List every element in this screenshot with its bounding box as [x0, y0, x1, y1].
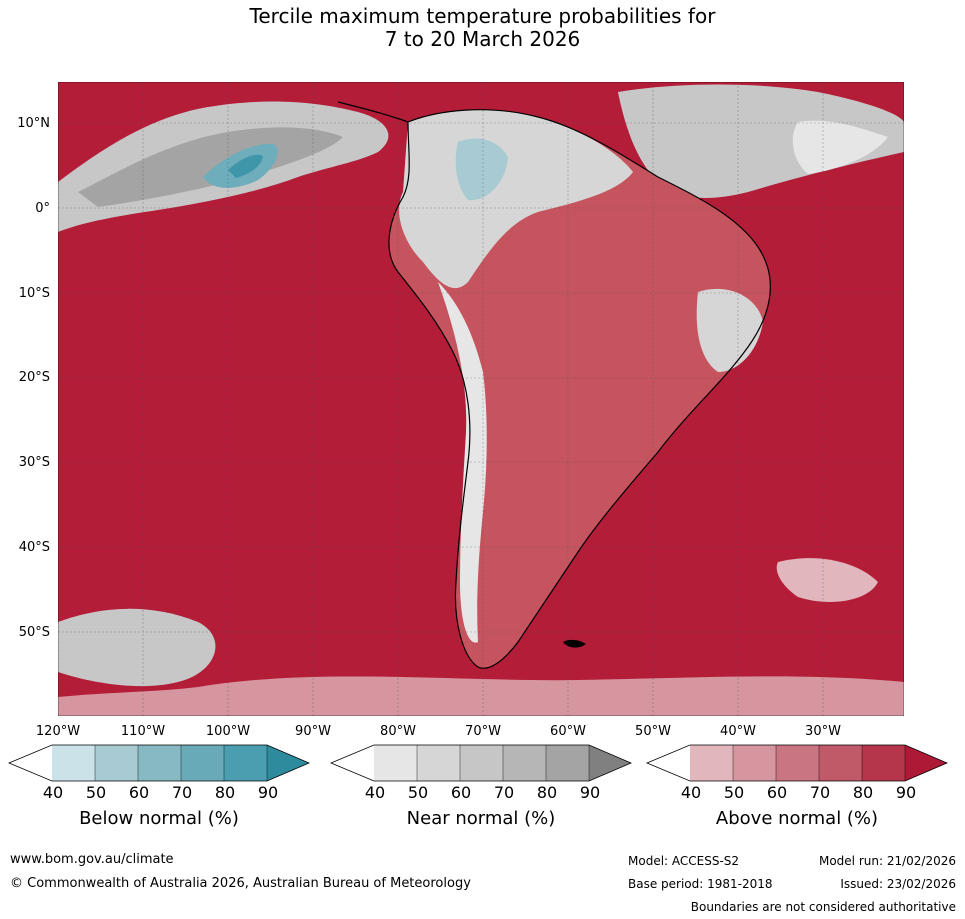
above-tick: 90: [895, 783, 917, 802]
below-tick: 60: [128, 783, 150, 802]
above-tick: 60: [766, 783, 788, 802]
colorbar-segment: [690, 745, 733, 781]
colorbar-outline: [8, 744, 310, 782]
graticule: [58, 82, 904, 716]
lat-label-10s: 10°S: [18, 286, 50, 301]
colorbar-segment: [862, 745, 905, 781]
colorbar-segment: [776, 745, 819, 781]
pacific-near-normal-core: [78, 127, 343, 207]
below-normal-label: Below normal (%): [79, 808, 239, 829]
above-tick: 40: [680, 783, 702, 802]
atlantic-near-normal-region: [618, 84, 904, 198]
colorbar-upper-extend: [589, 745, 631, 781]
colorbar-segment: [181, 745, 224, 781]
andes-near-normal-strip: [438, 282, 487, 643]
colorbar-segment: [503, 745, 546, 781]
near-tick: 80: [536, 783, 558, 802]
near-normal-colorbar: [330, 744, 632, 782]
colorbar-lower-extend: [9, 745, 52, 781]
model-text: Model: ACCESS-S2: [628, 854, 740, 868]
lat-label-40s: 40°S: [18, 540, 50, 555]
lon-label-70w: 70°W: [465, 724, 501, 739]
above-tick: 50: [723, 783, 745, 802]
below-tick: 80: [214, 783, 236, 802]
below-tick: 70: [171, 783, 193, 802]
above-tick: 80: [852, 783, 874, 802]
atlantic-light-patches: [792, 120, 888, 174]
below-tick: 40: [42, 783, 64, 802]
below-normal-colorbar: [8, 744, 310, 782]
probability-map: [58, 82, 904, 716]
colorbar-upper-extend: [267, 745, 309, 781]
colorbar-segment: [224, 745, 267, 781]
colorbar-segment: [138, 745, 181, 781]
colorbar-segment: [95, 745, 138, 781]
lon-label-110w: 110°W: [120, 724, 166, 739]
near-normal-label: Near normal (%): [406, 808, 556, 829]
colorbar-segment: [733, 745, 776, 781]
above-normal-colorbar: [646, 744, 948, 782]
issued-text: Issued: 23/02/2026: [840, 877, 956, 891]
brazil-near-normal-patch: [696, 288, 763, 372]
south-atlantic-light-patch: [776, 558, 878, 602]
lon-label-90w: 90°W: [295, 724, 331, 739]
above-normal-label: Above normal (%): [715, 808, 879, 829]
colorbar-segment: [52, 745, 95, 781]
lon-label-120w: 120°W: [35, 724, 81, 739]
south-america-coastline: [388, 109, 771, 669]
chart-title: Tercile maximum temperature probabilitie…: [0, 5, 965, 51]
falkland-islands: [563, 639, 586, 648]
colorbar-segment: [460, 745, 503, 781]
near-tick: 40: [364, 783, 386, 802]
lon-label-30w: 30°W: [805, 724, 841, 739]
lon-label-60w: 60°W: [550, 724, 586, 739]
near-tick: 50: [407, 783, 429, 802]
below-tick: 50: [85, 783, 107, 802]
lat-label-0: 0°: [35, 201, 50, 216]
lon-label-50w: 50°W: [635, 724, 671, 739]
lon-label-100w: 100°W: [205, 724, 251, 739]
south-pacific-near-normal: [58, 608, 216, 687]
lat-label-10n: 10°N: [17, 116, 50, 131]
lat-label-30s: 30°S: [18, 455, 50, 470]
model-run-text: Model run: 21/02/2026: [818, 854, 956, 868]
title-line-2: 7 to 20 March 2026: [384, 27, 581, 51]
lat-label-20s: 20°S: [18, 370, 50, 385]
far-south-light-band: [58, 676, 904, 716]
lon-label-40w: 40°W: [720, 724, 756, 739]
colorbar-segment: [819, 745, 862, 781]
colorbar-lower-extend: [331, 745, 374, 781]
above-tick: 70: [809, 783, 831, 802]
colorbar-lower-extend: [647, 745, 690, 781]
near-tick: 90: [579, 783, 601, 802]
colorbar-outline: [646, 744, 948, 782]
pacific-below-normal-strong: [228, 154, 263, 178]
below-tick: 90: [257, 783, 279, 802]
title-line-1: Tercile maximum temperature probabilitie…: [249, 4, 716, 28]
copyright-text: © Commonwealth of Australia 2026, Austra…: [10, 876, 471, 891]
colorbar-segment: [374, 745, 417, 781]
colorbar-outline: [330, 744, 632, 782]
colorbar-upper-extend: [905, 745, 947, 781]
colorbar-segment: [546, 745, 589, 781]
base-period-text: Base period: 1981-2018: [628, 877, 773, 891]
northern-sa-below-normal: [455, 138, 508, 201]
near-tick: 60: [450, 783, 472, 802]
website-link[interactable]: www.bom.gov.au/climate: [10, 852, 174, 867]
central-america-coastline: [337, 101, 409, 123]
near-tick: 70: [493, 783, 515, 802]
lon-label-80w: 80°W: [380, 724, 416, 739]
lat-label-50s: 50°S: [18, 625, 50, 640]
disclaimer-text: Boundaries are not considered authoritat…: [690, 900, 956, 914]
colorbar-segment: [417, 745, 460, 781]
